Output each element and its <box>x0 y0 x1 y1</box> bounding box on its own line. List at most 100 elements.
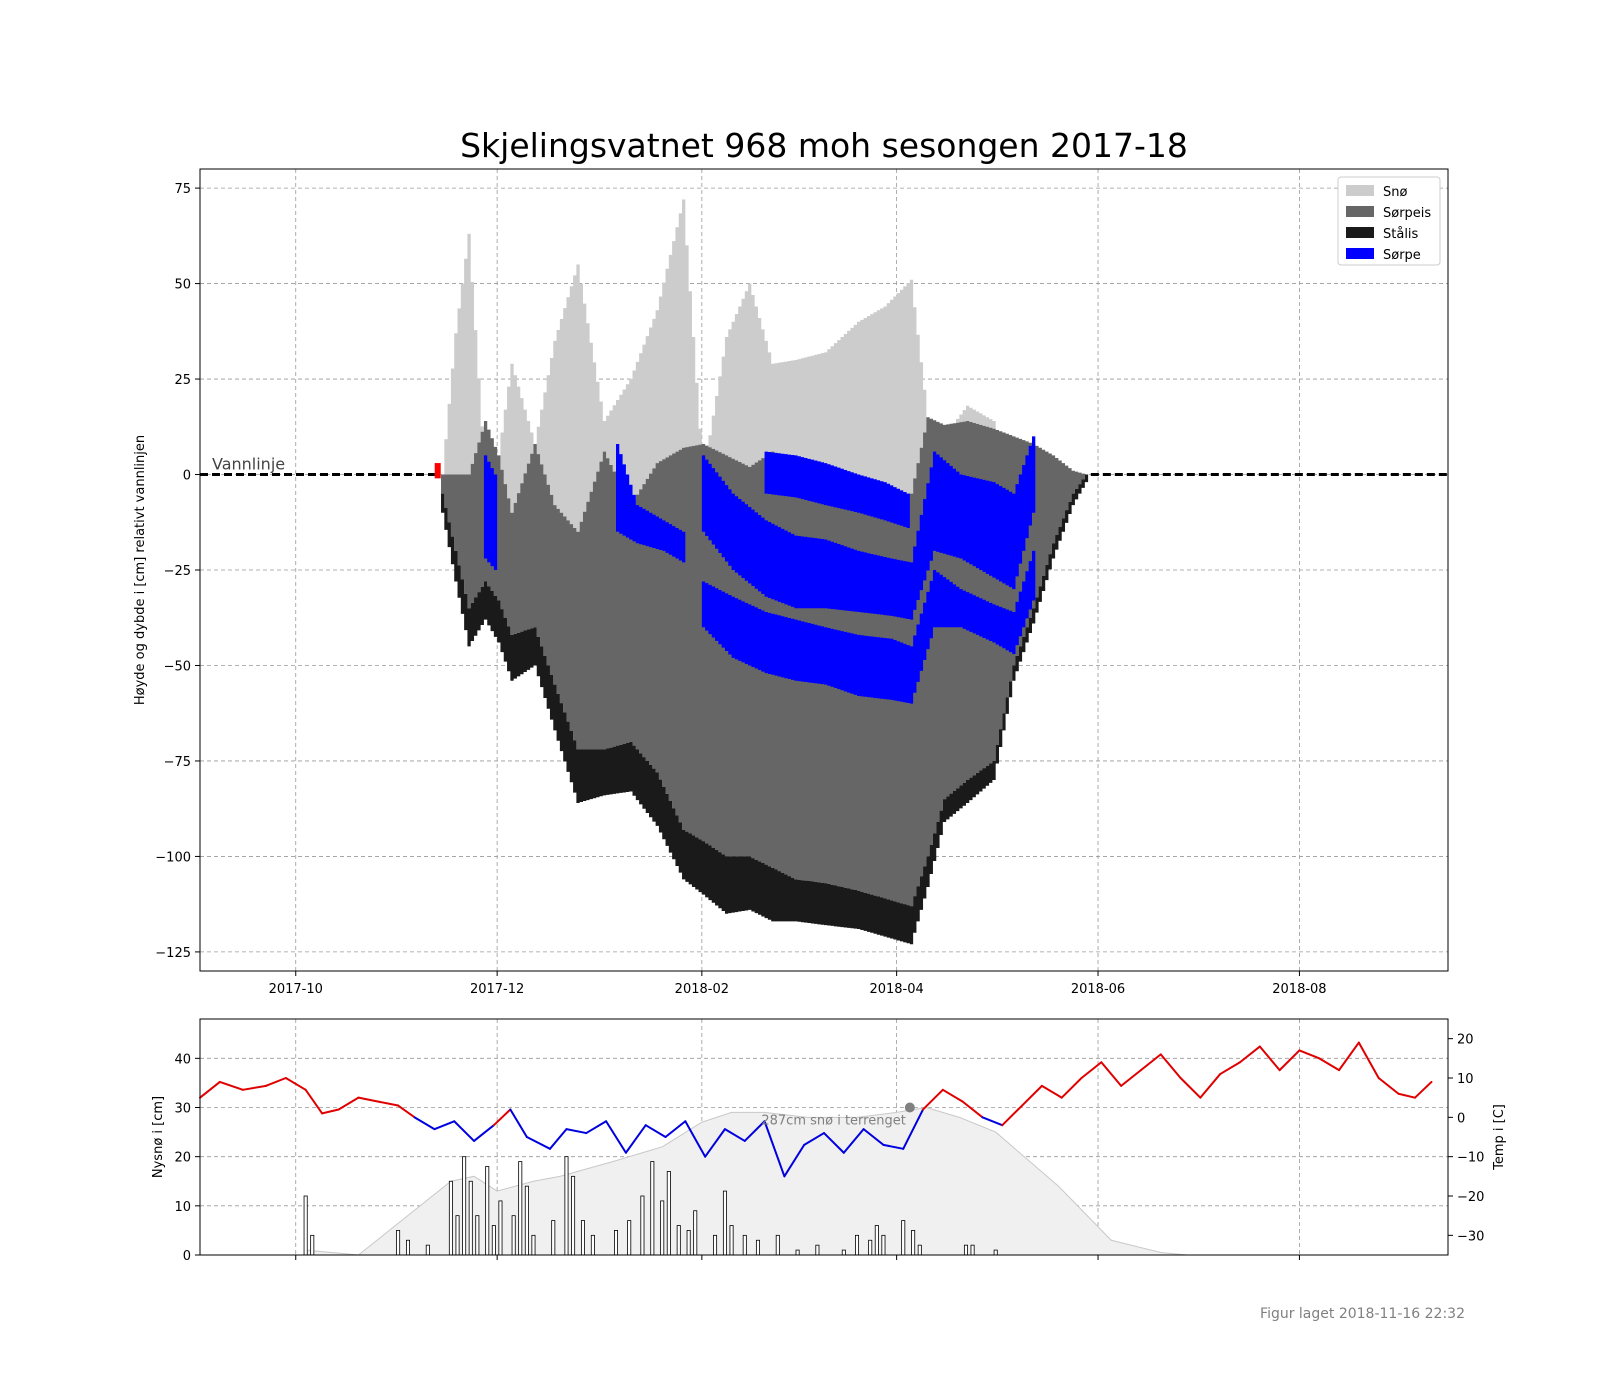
temperature-segment <box>684 1120 707 1158</box>
y-tick-label: 30 <box>174 1102 191 1117</box>
y-axis-label-bottom: Nysnø i [cm] <box>151 1096 166 1178</box>
new-snow-bar <box>815 1244 820 1256</box>
snow-layer <box>441 199 1089 532</box>
temperature-segment <box>961 1100 984 1119</box>
new-snow-bar <box>524 1185 529 1256</box>
new-snow-bar <box>614 1230 619 1256</box>
new-snow-bar <box>485 1166 490 1256</box>
x-tick-label: 2018-02 <box>675 982 729 997</box>
new-snow-bar <box>448 1180 453 1256</box>
y-tick-label: −50 <box>164 659 191 674</box>
legend-box <box>1337 176 1441 266</box>
temperature-segment <box>803 1132 825 1146</box>
slush-band-5 <box>764 451 910 528</box>
slush-band-4 <box>701 550 1036 704</box>
legend-label: Snø <box>1383 185 1407 200</box>
new-snow-bar <box>660 1200 665 1256</box>
temperature-segment <box>509 1108 528 1138</box>
temperature-segment <box>664 1120 687 1138</box>
slush-band-1 <box>483 455 498 570</box>
temperature-segment <box>1397 1092 1416 1099</box>
new-snow-bar <box>310 1234 315 1256</box>
temperature-segment <box>1060 1077 1083 1099</box>
new-snow-bar <box>693 1210 698 1256</box>
temperature-segment <box>1100 1061 1123 1087</box>
temperature-segment <box>1120 1069 1142 1087</box>
temperature-segment <box>525 1136 551 1150</box>
temperature-segment <box>218 1080 244 1091</box>
y-tick-label: 0 <box>183 1249 191 1264</box>
new-snow-bar <box>455 1215 460 1256</box>
temperature-segment <box>902 1108 925 1150</box>
y-tick-label: −75 <box>164 755 191 770</box>
temperature-segment <box>1413 1080 1433 1099</box>
temperature-segment <box>783 1143 806 1178</box>
annotation-text: 287cm snø i terrenget <box>761 1114 905 1129</box>
new-snow-bar <box>911 1230 916 1256</box>
temperature-segment <box>433 1120 456 1131</box>
temperature-segment <box>265 1077 287 1087</box>
temperature-segment <box>413 1116 436 1131</box>
y-tick-label: 20 <box>174 1151 191 1166</box>
temperature-segment <box>1040 1084 1063 1099</box>
axis-ticks-bottom: 0 10 20 30 40 20 10 0 −10 −20 −30 <box>174 1033 1484 1264</box>
temperature-segment <box>624 1124 647 1154</box>
temperature-segment <box>862 1128 885 1146</box>
y-tick-label: −100 <box>155 850 191 865</box>
temperature-segment <box>241 1084 268 1091</box>
temperature-segment <box>823 1132 845 1154</box>
new-snow-bar <box>713 1234 718 1256</box>
y-tick-label: 40 <box>174 1052 191 1067</box>
y2-tick-label: 0 <box>1457 1111 1465 1126</box>
temperature-segment <box>1318 1057 1341 1072</box>
y-tick-label: 0 <box>183 469 191 484</box>
y-axis-label-top: Høyde og dybde i [cm] relativt vannlinje… <box>133 435 148 705</box>
y2-tick-label: −10 <box>1457 1151 1484 1166</box>
temperature-segment <box>1278 1049 1301 1072</box>
y2-axis-label-bottom: Temp i [C] <box>1492 1104 1507 1171</box>
new-snow-bar <box>874 1225 879 1256</box>
temperature-segment <box>763 1120 786 1178</box>
temperature-segment <box>882 1143 905 1150</box>
temperature-segment <box>1139 1053 1162 1072</box>
temperature-segment <box>743 1120 766 1142</box>
legend: Snø Sørpeis Stålis Sørpe <box>1337 176 1441 266</box>
temperature-segment <box>565 1128 588 1135</box>
temperature-segment <box>548 1128 568 1150</box>
temperature-segment <box>1080 1061 1103 1079</box>
y2-tick-label: 20 <box>1457 1033 1474 1048</box>
new-snow-bar <box>841 1249 846 1256</box>
new-snow-bar <box>564 1156 569 1256</box>
legend-label: Sørpe <box>1383 248 1421 263</box>
x-tick-label: 2018-08 <box>1272 982 1326 997</box>
legend-swatch <box>1346 206 1374 217</box>
new-snow-bar <box>511 1215 516 1256</box>
legend-label: Sørpeis <box>1383 206 1431 221</box>
new-snow-bar <box>970 1244 975 1256</box>
new-snow-bar <box>498 1200 503 1256</box>
temperature-segment <box>1357 1041 1380 1079</box>
y-tick-label: −125 <box>155 946 191 961</box>
temperature-segment <box>1239 1045 1261 1064</box>
temperature-segment <box>357 1096 380 1103</box>
freeze-marker <box>434 463 441 479</box>
new-snow-bar <box>627 1220 632 1256</box>
x-tick-label: 2017-12 <box>470 982 524 997</box>
x-tick-label: 2017-10 <box>269 982 323 997</box>
legend-label: Stålis <box>1383 227 1419 242</box>
new-snow-bar <box>868 1239 873 1256</box>
new-snow-bar <box>475 1215 480 1256</box>
temperature-segment <box>284 1077 307 1091</box>
new-snow-bar <box>590 1234 595 1256</box>
temperature-segment <box>981 1116 1004 1127</box>
new-snow-bar <box>729 1225 734 1256</box>
temperature-segment <box>199 1080 221 1099</box>
legend-swatch <box>1346 227 1374 238</box>
temperature-segment <box>1159 1053 1182 1079</box>
temperature-segment <box>1001 1104 1024 1127</box>
new-snow-bar <box>396 1230 401 1256</box>
temperature-segment <box>473 1124 495 1142</box>
temperature-segment <box>337 1096 360 1111</box>
temperature-segment <box>1258 1045 1281 1072</box>
